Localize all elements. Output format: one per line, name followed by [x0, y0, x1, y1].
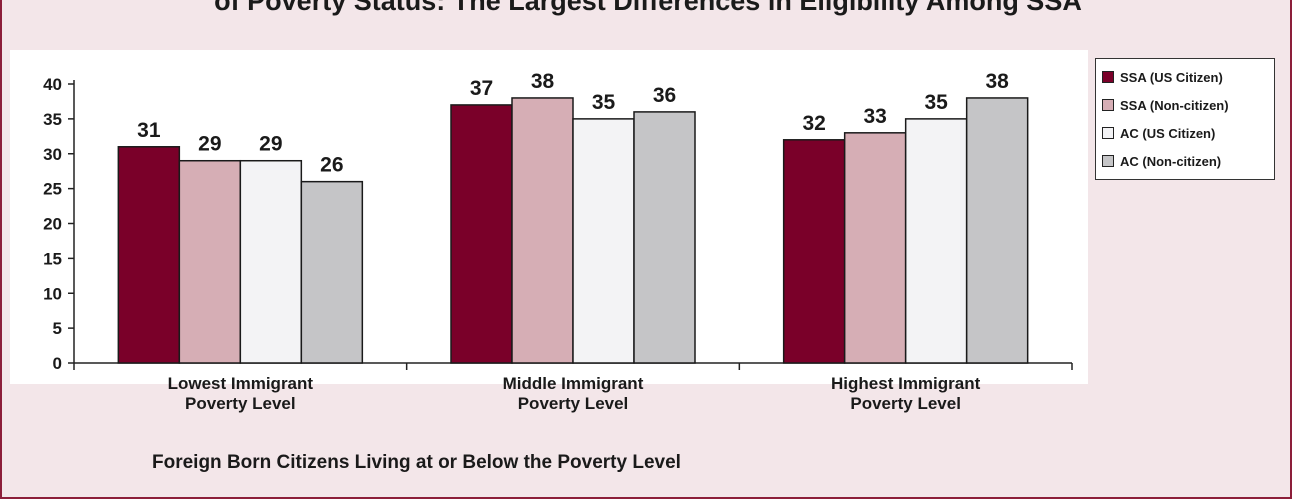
- legend-swatch: [1102, 127, 1114, 139]
- legend-item: SSA (Non-citizen): [1102, 91, 1268, 119]
- bar-value-label: 26: [320, 154, 343, 177]
- y-tick-label: 40: [43, 75, 62, 94]
- bar: [300, 180, 364, 364]
- bar-value-label: 32: [802, 112, 825, 135]
- bar-value-label: 35: [592, 91, 616, 114]
- chart-caption: Foreign Born Citizens Living at or Below…: [152, 452, 681, 473]
- legend-label: AC (Non-citizen): [1120, 153, 1222, 169]
- legend-label: SSA (US Citizen): [1120, 69, 1223, 85]
- y-tick-label: 15: [43, 249, 62, 268]
- bar-value-label: 38: [985, 70, 1009, 93]
- bar-value-label: 35: [924, 91, 948, 114]
- bar: [782, 139, 846, 364]
- y-tick-label: 5: [53, 319, 62, 338]
- bar: [117, 146, 181, 364]
- bar: [178, 159, 242, 364]
- legend-label: SSA (Non-citizen): [1120, 97, 1229, 113]
- x-tick-label: Lowest Immigrant: [168, 374, 314, 393]
- legend-item: AC (US Citizen): [1102, 119, 1268, 147]
- bar-value-label: 38: [531, 70, 555, 93]
- legend-item: AC (Non-citizen): [1102, 147, 1268, 175]
- y-tick-label: 30: [43, 145, 62, 164]
- legend-label: AC (US Citizen): [1120, 125, 1216, 141]
- bar: [450, 104, 513, 364]
- bar-value-label: 33: [863, 105, 886, 128]
- chart-legend: SSA (US Citizen) SSA (Non-citizen) AC (US …: [1095, 58, 1275, 180]
- bar-value-label: 31: [137, 119, 161, 142]
- bar-value-label: 37: [470, 77, 493, 100]
- x-tick-label: Middle Immigrant: [503, 374, 644, 393]
- chart-title-fragment: of Poverty Status: The Largest Differenc…: [214, 0, 1082, 16]
- y-tick-label: 25: [43, 180, 62, 199]
- y-tick-label: 0: [53, 354, 62, 373]
- x-tick-label: Poverty Level: [850, 394, 961, 413]
- x-tick-label: Poverty Level: [185, 394, 296, 413]
- bar-value-label: 29: [198, 133, 221, 156]
- bar: [633, 111, 696, 364]
- bar: [239, 159, 303, 364]
- bar: [904, 118, 968, 364]
- y-tick-label: 35: [43, 110, 62, 129]
- bar: [965, 97, 1029, 364]
- legend-swatch: [1102, 155, 1114, 167]
- bar: [572, 118, 635, 364]
- bar: [843, 132, 907, 364]
- y-tick-label: 20: [43, 215, 62, 234]
- legend-swatch: [1102, 71, 1114, 83]
- x-tick-label: Highest Immigrant: [831, 374, 981, 393]
- legend-item: SSA (US Citizen): [1102, 63, 1268, 91]
- y-tick-label: 10: [43, 284, 62, 303]
- bar: [511, 97, 574, 364]
- bar-value-label: 29: [259, 133, 282, 156]
- bar-value-label: 36: [653, 84, 676, 107]
- x-tick-label: Poverty Level: [518, 394, 629, 413]
- legend-swatch: [1102, 99, 1114, 111]
